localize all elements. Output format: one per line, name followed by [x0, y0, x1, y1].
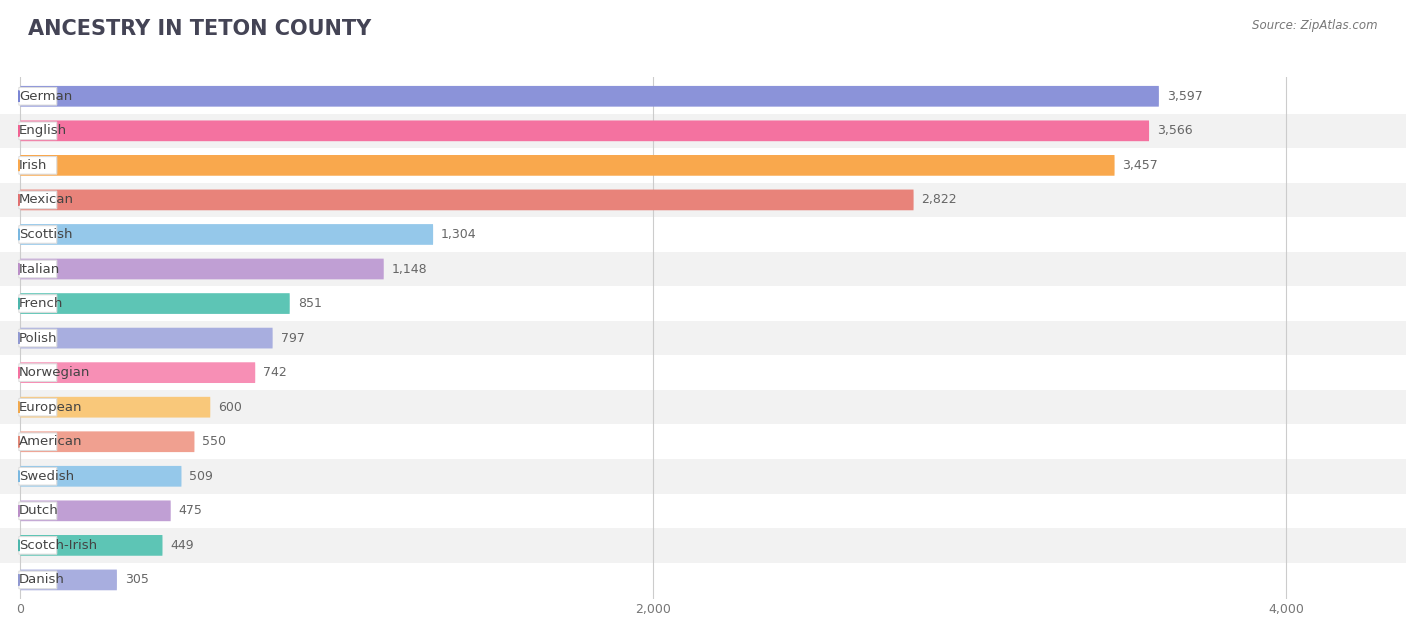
- FancyBboxPatch shape: [0, 355, 1406, 390]
- FancyBboxPatch shape: [21, 328, 273, 348]
- Text: Danish: Danish: [18, 573, 65, 587]
- Text: 305: 305: [125, 573, 149, 587]
- Text: 550: 550: [202, 435, 226, 448]
- FancyBboxPatch shape: [0, 183, 1406, 217]
- Text: French: French: [18, 297, 63, 310]
- FancyBboxPatch shape: [18, 571, 56, 589]
- Text: 1,148: 1,148: [392, 263, 427, 276]
- FancyBboxPatch shape: [21, 155, 1115, 176]
- FancyBboxPatch shape: [18, 433, 56, 451]
- Text: 2,822: 2,822: [921, 193, 957, 207]
- FancyBboxPatch shape: [18, 364, 56, 381]
- Text: 742: 742: [263, 366, 287, 379]
- FancyBboxPatch shape: [21, 259, 384, 279]
- Text: Italian: Italian: [18, 263, 60, 276]
- Text: ANCESTRY IN TETON COUNTY: ANCESTRY IN TETON COUNTY: [28, 19, 371, 39]
- FancyBboxPatch shape: [21, 86, 1159, 107]
- FancyBboxPatch shape: [0, 148, 1406, 183]
- Text: 509: 509: [190, 469, 214, 483]
- FancyBboxPatch shape: [21, 293, 290, 314]
- Text: German: German: [18, 90, 72, 103]
- FancyBboxPatch shape: [0, 459, 1406, 493]
- FancyBboxPatch shape: [21, 569, 117, 591]
- Text: Scottish: Scottish: [18, 228, 73, 241]
- Text: Polish: Polish: [18, 332, 58, 345]
- FancyBboxPatch shape: [0, 113, 1406, 148]
- FancyBboxPatch shape: [21, 120, 1149, 141]
- FancyBboxPatch shape: [18, 191, 56, 209]
- Text: Swedish: Swedish: [18, 469, 75, 483]
- FancyBboxPatch shape: [21, 466, 181, 487]
- FancyBboxPatch shape: [21, 189, 914, 211]
- FancyBboxPatch shape: [18, 399, 56, 416]
- FancyBboxPatch shape: [18, 536, 56, 554]
- Text: English: English: [18, 124, 67, 137]
- FancyBboxPatch shape: [0, 287, 1406, 321]
- FancyBboxPatch shape: [18, 502, 56, 520]
- Text: 797: 797: [281, 332, 305, 345]
- Text: 3,597: 3,597: [1167, 90, 1202, 103]
- Text: American: American: [18, 435, 83, 448]
- FancyBboxPatch shape: [0, 390, 1406, 424]
- FancyBboxPatch shape: [0, 252, 1406, 287]
- FancyBboxPatch shape: [18, 260, 56, 278]
- FancyBboxPatch shape: [21, 431, 194, 452]
- FancyBboxPatch shape: [0, 79, 1406, 113]
- Text: 449: 449: [170, 539, 194, 552]
- FancyBboxPatch shape: [0, 424, 1406, 459]
- Text: Source: ZipAtlas.com: Source: ZipAtlas.com: [1253, 19, 1378, 32]
- FancyBboxPatch shape: [18, 295, 56, 312]
- Text: 851: 851: [298, 297, 322, 310]
- FancyBboxPatch shape: [18, 225, 56, 243]
- FancyBboxPatch shape: [0, 493, 1406, 528]
- Text: Mexican: Mexican: [18, 193, 75, 207]
- FancyBboxPatch shape: [0, 217, 1406, 252]
- FancyBboxPatch shape: [21, 535, 163, 556]
- Text: Irish: Irish: [18, 159, 48, 172]
- Text: Scotch-Irish: Scotch-Irish: [18, 539, 97, 552]
- FancyBboxPatch shape: [0, 321, 1406, 355]
- Text: 475: 475: [179, 504, 202, 517]
- FancyBboxPatch shape: [21, 224, 433, 245]
- FancyBboxPatch shape: [18, 122, 56, 140]
- Text: 3,566: 3,566: [1157, 124, 1192, 137]
- FancyBboxPatch shape: [0, 528, 1406, 563]
- Text: 600: 600: [218, 401, 242, 413]
- Text: Norwegian: Norwegian: [18, 366, 90, 379]
- Text: 3,457: 3,457: [1122, 159, 1159, 172]
- FancyBboxPatch shape: [21, 397, 211, 417]
- Text: European: European: [18, 401, 83, 413]
- FancyBboxPatch shape: [18, 329, 56, 347]
- FancyBboxPatch shape: [21, 500, 170, 521]
- Text: Dutch: Dutch: [18, 504, 59, 517]
- FancyBboxPatch shape: [21, 363, 256, 383]
- FancyBboxPatch shape: [18, 156, 56, 174]
- FancyBboxPatch shape: [18, 468, 56, 485]
- FancyBboxPatch shape: [18, 88, 56, 105]
- FancyBboxPatch shape: [0, 563, 1406, 597]
- Text: 1,304: 1,304: [441, 228, 477, 241]
